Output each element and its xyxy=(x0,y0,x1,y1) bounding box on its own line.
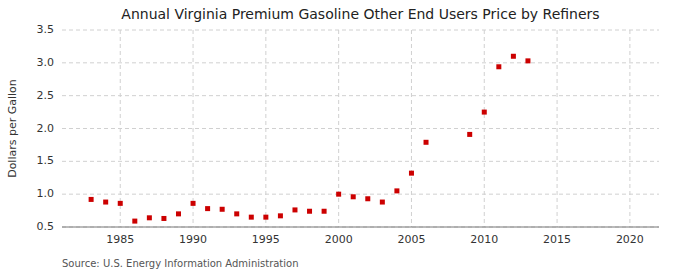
x-grid-line xyxy=(338,30,339,227)
point xyxy=(525,58,530,63)
point xyxy=(89,197,94,202)
y-grid-line xyxy=(62,30,659,31)
y-grid-line xyxy=(62,161,659,162)
x-tick-label: 2015 xyxy=(543,233,571,246)
source-note: Source: U.S. Energy Information Administ… xyxy=(62,258,299,269)
x-grid-line xyxy=(265,30,266,227)
point xyxy=(380,200,385,205)
y-tick-label: 3.0 xyxy=(37,56,55,69)
x-axis-line xyxy=(62,227,659,228)
axes: 0.5 1.0 1.5 2.0 2.5 3.0 3.5 1985 1990 1995 2000 200… xyxy=(37,23,660,246)
x-tick-label: 1995 xyxy=(252,233,280,246)
points xyxy=(89,54,531,224)
x-tick-label: 2010 xyxy=(470,233,498,246)
y-axis-label: Dollars per Gallon xyxy=(6,79,19,178)
point xyxy=(292,207,297,212)
point xyxy=(132,219,137,224)
x-grid-line xyxy=(557,30,558,227)
x-tick-label: 1985 xyxy=(106,233,134,246)
point xyxy=(147,215,152,220)
chart: 0.5 1.0 1.5 2.0 2.5 3.0 3.5 1985 1990 1995 2000 200… xyxy=(0,0,675,275)
point xyxy=(220,207,225,212)
point xyxy=(234,211,239,216)
point xyxy=(365,196,370,201)
x-grid-line xyxy=(629,30,630,227)
x-tick-label: 2020 xyxy=(616,233,644,246)
point xyxy=(307,209,312,214)
point xyxy=(467,132,472,137)
point xyxy=(263,215,268,220)
point xyxy=(394,188,399,193)
point xyxy=(205,206,210,211)
point xyxy=(176,211,181,216)
x-tick-label: 2005 xyxy=(397,233,425,246)
title: Annual Virginia Premium Gasoline Other E… xyxy=(121,6,599,22)
y-tick-label: 3.5 xyxy=(37,23,55,36)
y-tick-label: 0.5 xyxy=(37,220,55,233)
point xyxy=(322,209,327,214)
point xyxy=(161,216,166,221)
x-tick-label: 2000 xyxy=(325,233,353,246)
y-tick-label: 1.0 xyxy=(37,187,55,200)
y-grid-line xyxy=(62,62,659,63)
y-grid-line xyxy=(62,227,659,228)
point xyxy=(336,192,341,197)
x-grid-line xyxy=(120,30,121,227)
point xyxy=(511,54,516,59)
y-tick-label: 2.5 xyxy=(37,89,55,102)
y-grid-line xyxy=(62,128,659,129)
x-grid-line xyxy=(484,30,485,227)
grid xyxy=(62,30,659,227)
point xyxy=(278,213,283,218)
x-tick-label: 1990 xyxy=(179,233,207,246)
y-tick-label: 1.5 xyxy=(37,154,55,167)
point xyxy=(351,194,356,199)
y-grid-line xyxy=(62,95,659,96)
y-grid-line xyxy=(62,194,659,195)
point xyxy=(496,64,501,69)
point xyxy=(249,215,254,220)
x-grid-line xyxy=(411,30,412,227)
point xyxy=(118,201,123,206)
point xyxy=(103,200,108,205)
x-grid-line xyxy=(193,30,194,227)
point xyxy=(482,110,487,115)
y-tick-label: 2.0 xyxy=(37,122,55,135)
point xyxy=(191,201,196,206)
point xyxy=(409,171,414,176)
point xyxy=(424,140,429,145)
